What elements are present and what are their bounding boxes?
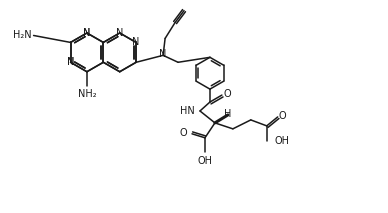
Text: N: N <box>67 57 74 67</box>
Text: N: N <box>83 28 91 38</box>
Text: N: N <box>116 28 123 38</box>
Text: H: H <box>224 109 232 119</box>
Text: N: N <box>83 28 91 38</box>
Text: OH: OH <box>275 136 290 146</box>
Text: H₂N: H₂N <box>13 30 31 40</box>
Polygon shape <box>215 114 229 123</box>
Text: N: N <box>67 57 74 67</box>
Text: O: O <box>179 128 187 138</box>
Text: HN: HN <box>180 106 195 116</box>
Text: O: O <box>279 111 286 121</box>
Text: O: O <box>223 89 231 99</box>
Text: OH: OH <box>197 156 213 166</box>
Text: N: N <box>159 49 167 59</box>
Text: NH₂: NH₂ <box>78 89 96 99</box>
Text: N: N <box>132 37 140 47</box>
